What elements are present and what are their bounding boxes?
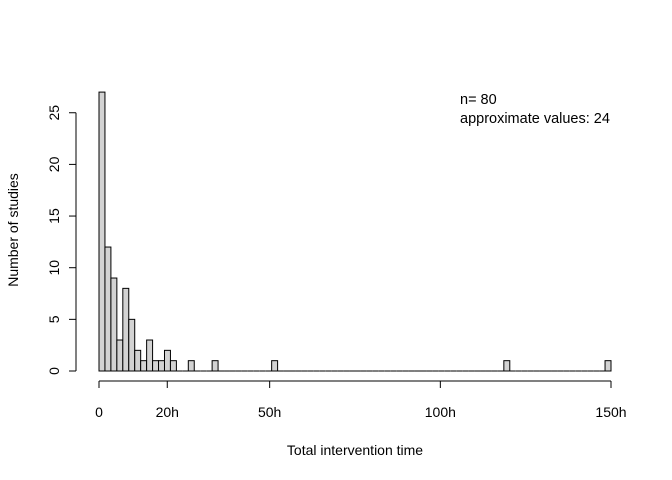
histogram-bar bbox=[98, 91, 106, 372]
x-axis-title: Total intervention time bbox=[287, 442, 423, 458]
approximate-values-annotation: approximate values: 24 bbox=[460, 111, 610, 127]
y-tick-label: 15 bbox=[46, 208, 62, 224]
y-axis: 0 5 10 15 20 25 bbox=[46, 105, 77, 375]
x-axis-ticks: 0 20h 50h 100h 150h bbox=[95, 381, 627, 420]
y-tick-label: 0 bbox=[46, 367, 62, 375]
y-tick-label: 5 bbox=[46, 315, 62, 323]
histogram-bar bbox=[140, 360, 148, 372]
histogram-bar bbox=[122, 287, 130, 372]
x-axis: 0 20h 50h 100h 150h bbox=[95, 380, 627, 420]
histogram-bar bbox=[104, 246, 112, 372]
histogram-bar bbox=[158, 360, 165, 372]
histogram-bar bbox=[146, 339, 154, 372]
x-tick-label: 100h bbox=[425, 404, 456, 420]
histogram-bar bbox=[187, 360, 195, 372]
histogram-bar bbox=[503, 360, 511, 372]
x-tick-label: 150h bbox=[595, 404, 626, 420]
histogram-bar bbox=[134, 349, 142, 372]
histogram-bar bbox=[110, 277, 118, 372]
histogram-bar bbox=[604, 360, 612, 372]
histogram-bar bbox=[211, 360, 219, 372]
histogram-bar bbox=[128, 318, 136, 372]
y-tick-label: 10 bbox=[46, 260, 62, 276]
histogram-bar bbox=[271, 360, 279, 372]
histogram-bar bbox=[116, 339, 124, 372]
y-axis-ticks: 0 5 10 15 20 25 bbox=[46, 105, 76, 375]
x-tick-label: 0 bbox=[95, 404, 103, 420]
x-tick-label: 50h bbox=[258, 404, 281, 420]
y-axis-title: Number of studies bbox=[5, 173, 21, 287]
sample-size-annotation: n= 80 bbox=[460, 92, 497, 108]
histogram-bar bbox=[169, 360, 177, 372]
y-tick-label: 25 bbox=[46, 105, 62, 121]
x-tick-label: 20h bbox=[156, 404, 179, 420]
histogram-bar bbox=[152, 360, 160, 372]
histogram-bar bbox=[163, 349, 171, 372]
y-tick-label: 20 bbox=[46, 156, 62, 172]
histogram-bars bbox=[98, 91, 612, 372]
